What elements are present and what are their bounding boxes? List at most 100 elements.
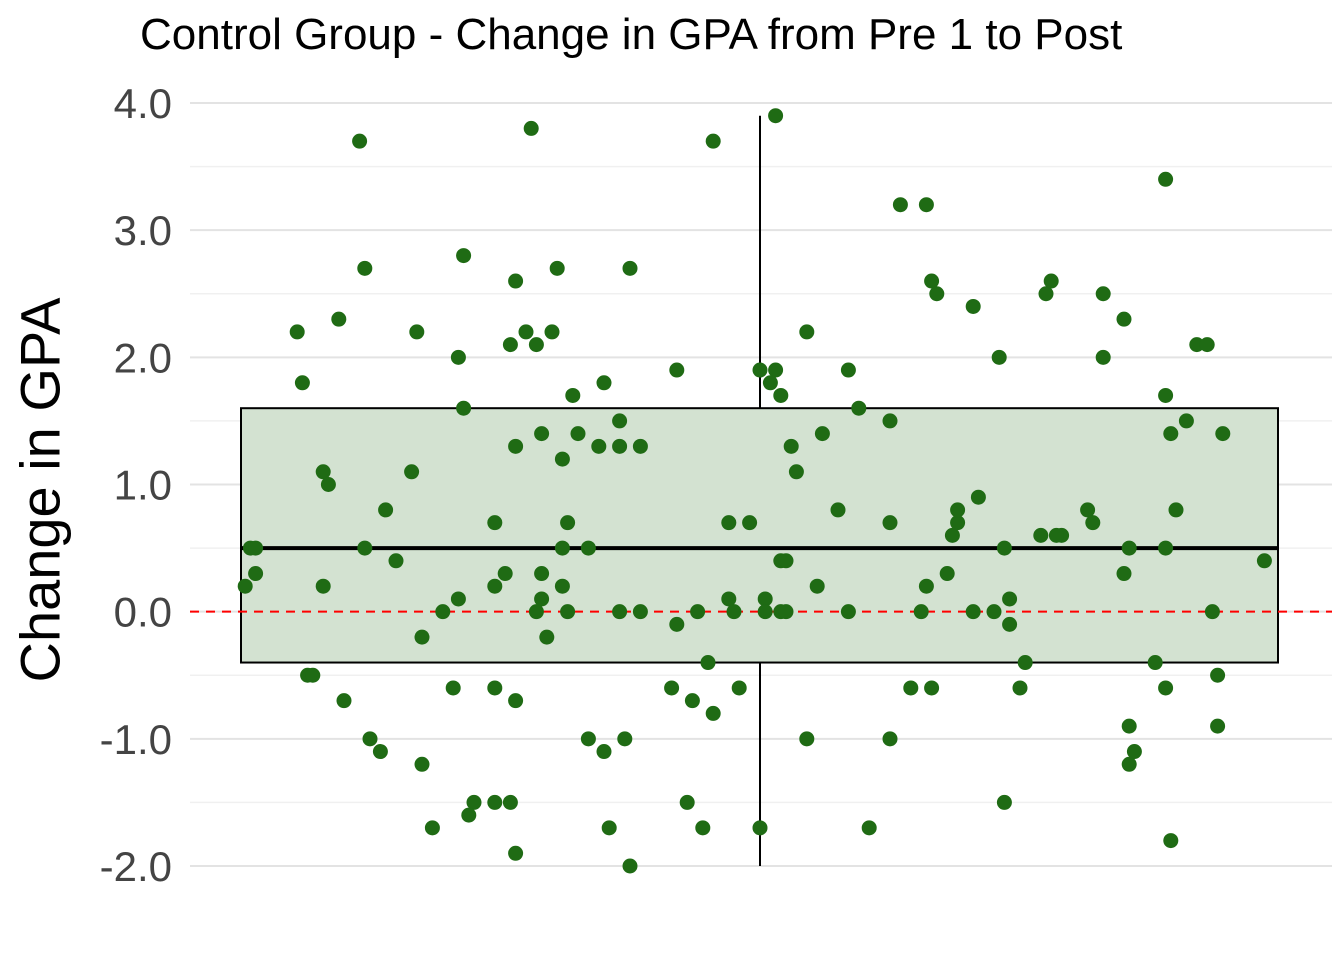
data-point (892, 197, 908, 213)
data-point (950, 515, 966, 531)
data-point (378, 502, 394, 518)
data-point (294, 375, 310, 391)
data-point (534, 426, 550, 442)
data-point (289, 324, 305, 340)
data-point (1121, 540, 1137, 556)
data-point (601, 820, 617, 836)
data-point (788, 464, 804, 480)
data-point (1147, 655, 1163, 671)
data-point (632, 438, 648, 454)
data-point (1158, 540, 1174, 556)
data-point (742, 515, 758, 531)
data-point (924, 273, 940, 289)
data-point (996, 794, 1012, 810)
data-point (372, 744, 388, 760)
data-point (560, 515, 576, 531)
data-point (1033, 527, 1049, 543)
data-point (1204, 604, 1220, 620)
data-point (409, 324, 425, 340)
data-point (554, 578, 570, 594)
data-point (534, 591, 550, 607)
data-point (773, 387, 789, 403)
data-point (690, 604, 706, 620)
data-point (523, 120, 539, 136)
data-point (768, 108, 784, 124)
data-points (237, 108, 1272, 874)
data-point (1043, 273, 1059, 289)
data-point (918, 578, 934, 594)
data-point (554, 540, 570, 556)
data-point (445, 680, 461, 696)
data-point (1048, 527, 1064, 543)
data-point (502, 794, 518, 810)
data-point (768, 362, 784, 378)
data-point (1158, 171, 1174, 187)
data-point (965, 604, 981, 620)
data-point (700, 655, 716, 671)
data-point (1215, 426, 1231, 442)
data-point (799, 731, 815, 747)
data-point (752, 820, 768, 836)
data-point (783, 438, 799, 454)
data-point (882, 413, 898, 429)
data-point (565, 387, 581, 403)
iqr-box (240, 407, 1279, 664)
data-point (487, 515, 503, 531)
data-point (721, 591, 737, 607)
data-point (944, 527, 960, 543)
data-point (518, 324, 534, 340)
y-tick-label: 0.0 (114, 589, 172, 636)
data-point (539, 629, 555, 645)
data-point (996, 540, 1012, 556)
data-point (705, 705, 721, 721)
data-point (497, 566, 513, 582)
data-point (534, 566, 550, 582)
data-point (336, 693, 352, 709)
data-point (840, 604, 856, 620)
data-point (404, 464, 420, 480)
data-point (580, 731, 596, 747)
data-point (456, 400, 472, 416)
data-point (882, 731, 898, 747)
data-point (580, 540, 596, 556)
data-point (248, 540, 264, 556)
data-point (487, 794, 503, 810)
data-point (320, 477, 336, 492)
data-point (903, 680, 919, 696)
data-point (388, 553, 404, 569)
data-point (362, 731, 378, 747)
data-point (669, 362, 685, 378)
y-tick-label: -2.0 (100, 843, 172, 890)
data-point (612, 604, 628, 620)
data-point (1012, 680, 1028, 696)
data-point (1163, 426, 1179, 442)
data-point (450, 349, 466, 365)
data-point (726, 604, 742, 620)
data-point (679, 794, 695, 810)
data-point (1210, 718, 1226, 734)
data-point (965, 298, 981, 314)
data-point (752, 362, 768, 378)
data-point (528, 604, 544, 620)
data-point (315, 578, 331, 594)
data-point (560, 604, 576, 620)
data-point (508, 273, 524, 289)
data-point (502, 337, 518, 353)
data-point (918, 197, 934, 213)
data-point (757, 604, 773, 620)
data-point (622, 260, 638, 276)
data-point (596, 744, 612, 760)
data-point (528, 337, 544, 353)
data-point (315, 464, 331, 480)
data-point (1038, 286, 1054, 302)
data-point (456, 248, 472, 264)
data-point (591, 438, 607, 454)
data-point (799, 324, 815, 340)
data-point (991, 349, 1007, 365)
data-point (237, 578, 253, 594)
data-point (684, 693, 700, 709)
data-point (549, 260, 565, 276)
data-point (861, 820, 877, 836)
data-point (1095, 349, 1111, 365)
data-point (1126, 744, 1142, 760)
